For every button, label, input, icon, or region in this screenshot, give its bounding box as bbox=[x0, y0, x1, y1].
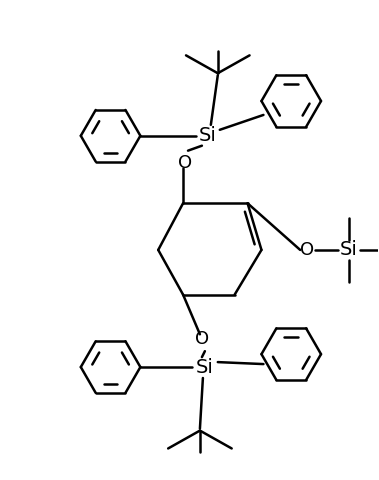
Text: Si: Si bbox=[196, 358, 214, 377]
Text: O: O bbox=[178, 154, 192, 171]
Text: O: O bbox=[300, 241, 314, 259]
Text: Si: Si bbox=[199, 126, 217, 145]
Text: Si: Si bbox=[340, 240, 358, 259]
Text: O: O bbox=[195, 330, 209, 348]
